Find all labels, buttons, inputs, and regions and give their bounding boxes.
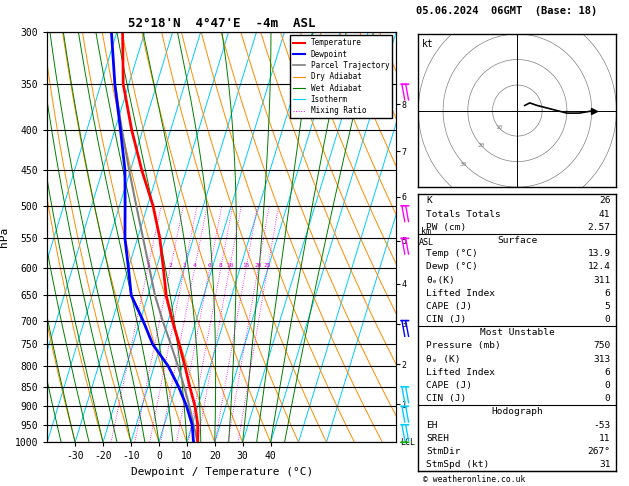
Text: θₑ(K): θₑ(K) (426, 276, 455, 284)
Text: 13.9: 13.9 (587, 249, 611, 258)
Text: -53: -53 (593, 420, 611, 430)
Text: 4: 4 (193, 263, 197, 268)
Text: 8: 8 (219, 263, 223, 268)
Text: θₑ (K): θₑ (K) (426, 355, 460, 364)
Y-axis label: hPa: hPa (0, 227, 9, 247)
Text: 30: 30 (460, 162, 467, 167)
Text: CIN (J): CIN (J) (426, 315, 467, 324)
Text: 20: 20 (254, 263, 262, 268)
Text: PW (cm): PW (cm) (426, 223, 467, 232)
Text: 750: 750 (593, 342, 611, 350)
Text: CAPE (J): CAPE (J) (426, 302, 472, 311)
Text: 311: 311 (593, 276, 611, 284)
Text: 2: 2 (169, 263, 172, 268)
Text: LCL: LCL (401, 438, 415, 447)
Text: 6: 6 (604, 289, 611, 298)
Text: Temp (°C): Temp (°C) (426, 249, 478, 258)
Y-axis label: km
ASL: km ASL (419, 227, 434, 246)
Text: StmDir: StmDir (426, 447, 460, 456)
Text: 25: 25 (264, 263, 272, 268)
Text: Surface: Surface (498, 236, 537, 245)
Text: 41: 41 (599, 209, 611, 219)
Text: 26: 26 (599, 196, 611, 206)
Text: Lifted Index: Lifted Index (426, 368, 495, 377)
Text: 5: 5 (604, 302, 611, 311)
Text: 20: 20 (478, 143, 486, 148)
Legend: Temperature, Dewpoint, Parcel Trajectory, Dry Adiabat, Wet Adiabat, Isotherm, Mi: Temperature, Dewpoint, Parcel Trajectory… (290, 35, 392, 118)
Text: K: K (426, 196, 432, 206)
Text: Hodograph: Hodograph (491, 407, 543, 417)
Text: 10: 10 (496, 125, 503, 130)
Text: 12.4: 12.4 (587, 262, 611, 271)
Text: Most Unstable: Most Unstable (480, 329, 555, 337)
Text: 0: 0 (604, 394, 611, 403)
Text: Pressure (mb): Pressure (mb) (426, 342, 501, 350)
Text: 3: 3 (182, 263, 186, 268)
Text: © weatheronline.co.uk: © weatheronline.co.uk (423, 474, 525, 484)
Text: EH: EH (426, 420, 438, 430)
Text: CAPE (J): CAPE (J) (426, 381, 472, 390)
X-axis label: Dewpoint / Temperature (°C): Dewpoint / Temperature (°C) (131, 467, 313, 477)
Text: kt: kt (422, 38, 434, 49)
Text: SREH: SREH (426, 434, 449, 443)
Text: 0: 0 (604, 315, 611, 324)
Text: 15: 15 (242, 263, 250, 268)
Title: 52°18'N  4°47'E  -4m  ASL: 52°18'N 4°47'E -4m ASL (128, 17, 316, 31)
Text: Totals Totals: Totals Totals (426, 209, 501, 219)
Text: 267°: 267° (587, 447, 611, 456)
Text: CIN (J): CIN (J) (426, 394, 467, 403)
Text: 10: 10 (226, 263, 233, 268)
Text: 2.57: 2.57 (587, 223, 611, 232)
Text: 6: 6 (604, 368, 611, 377)
Text: Lifted Index: Lifted Index (426, 289, 495, 298)
Text: 05.06.2024  06GMT  (Base: 18): 05.06.2024 06GMT (Base: 18) (416, 6, 598, 16)
Text: 11: 11 (599, 434, 611, 443)
Text: 6: 6 (208, 263, 211, 268)
Text: 313: 313 (593, 355, 611, 364)
Text: StmSpd (kt): StmSpd (kt) (426, 460, 489, 469)
Text: 0: 0 (604, 381, 611, 390)
Text: 31: 31 (599, 460, 611, 469)
Text: Dewp (°C): Dewp (°C) (426, 262, 478, 271)
Text: 1: 1 (146, 263, 150, 268)
